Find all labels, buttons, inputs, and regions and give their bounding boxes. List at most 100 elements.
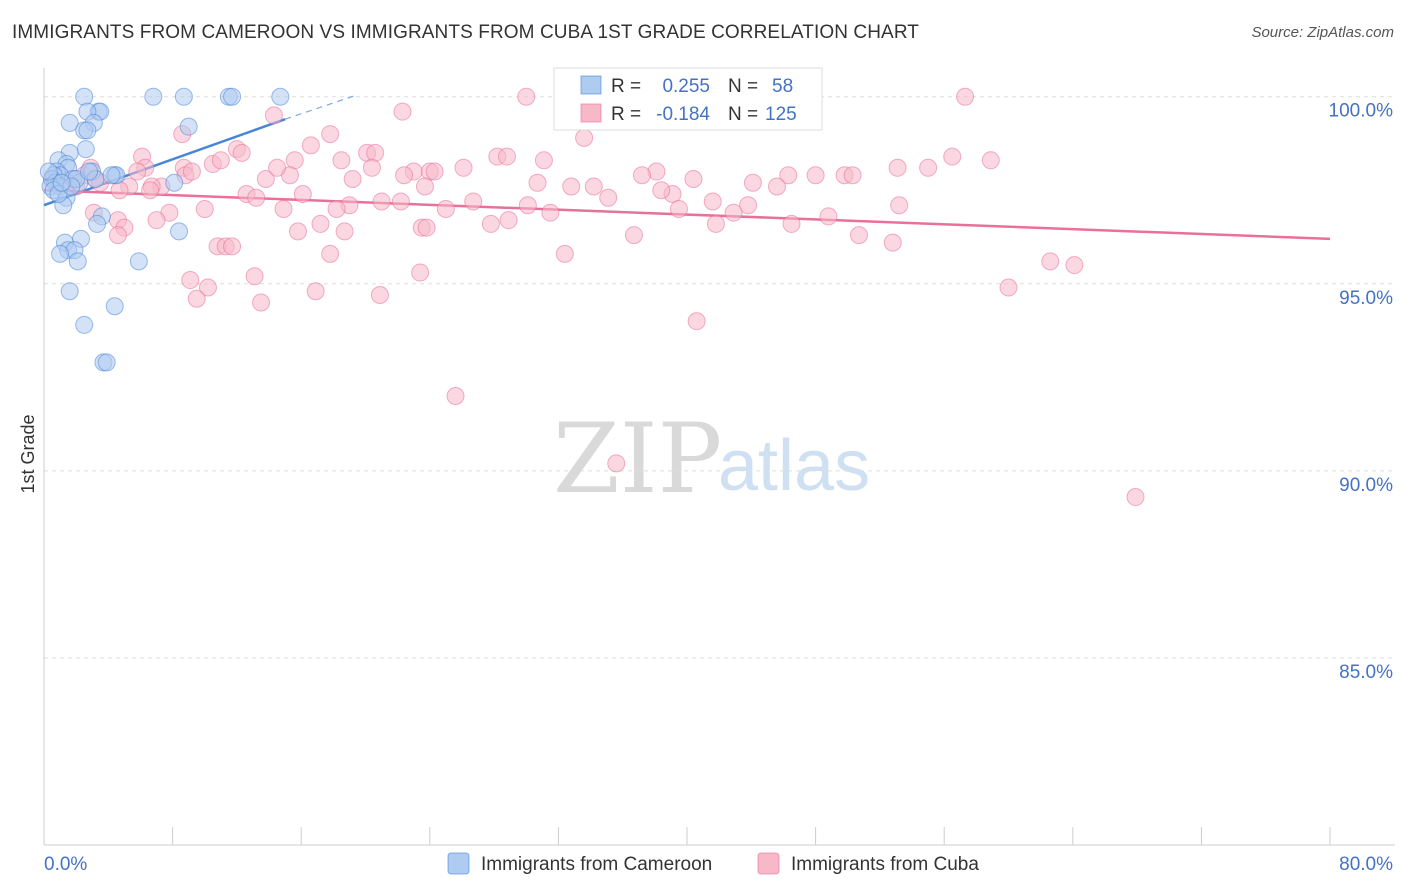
cuba-point: [1126, 488, 1145, 507]
cuba-point: [187, 289, 206, 308]
cuba-point: [541, 203, 560, 222]
cameroon-point: [68, 252, 87, 271]
legend-n-value-cuba: 125: [765, 104, 797, 125]
cameroon-point: [102, 166, 121, 185]
cuba-point: [518, 196, 537, 215]
watermark-atlas: atlas: [718, 426, 870, 506]
cuba-point: [652, 181, 671, 200]
cuba-point: [366, 143, 385, 162]
legend-marker-cameroon: [447, 852, 470, 875]
cameroon-point: [105, 297, 124, 316]
cuba-point: [999, 278, 1018, 297]
cuba-point: [411, 263, 430, 282]
cuba-trendline: [43, 188, 1331, 241]
cuba-point: [417, 218, 436, 237]
cuba-point: [555, 244, 574, 263]
cameroon-point: [60, 282, 79, 301]
cameroon-point: [129, 252, 148, 271]
x-tick-label-min: 0.0%: [44, 854, 87, 875]
cuba-point: [819, 207, 838, 226]
cuba-point: [195, 199, 214, 218]
series-legend: Immigrants from Cameroon Immigrants from…: [447, 852, 979, 875]
cameroon-point: [174, 87, 193, 106]
legend-r-value-cameroon: 0.255: [662, 76, 710, 97]
cuba-point: [562, 177, 581, 196]
axes: [43, 68, 1395, 846]
cameroon-point: [75, 315, 94, 334]
cameroon-point: [170, 222, 189, 241]
cuba-point: [706, 214, 725, 233]
cameroon-point: [80, 162, 99, 181]
cameroon-point: [76, 140, 95, 159]
legend-r-label: R =: [611, 76, 641, 97]
cuba-point: [599, 188, 618, 207]
cuba-point: [669, 199, 688, 218]
cuba-point: [256, 170, 275, 189]
cuba-point: [497, 147, 516, 166]
watermark-zip: ZIP: [553, 403, 722, 515]
cuba-point: [232, 143, 251, 162]
legend-n-label: N =: [728, 104, 758, 125]
source-credit: Source: ZipAtlas.com: [1251, 24, 1394, 41]
cuba-point: [464, 192, 483, 211]
chart-title: IMMIGRANTS FROM CAMEROON VS IMMIGRANTS F…: [12, 22, 920, 43]
legend-marker-cuba: [757, 852, 780, 875]
cuba-point: [779, 166, 798, 185]
cuba-point: [517, 87, 536, 106]
cuba-point: [343, 170, 362, 189]
legend-swatch-cuba: [580, 103, 602, 123]
cuba-point: [454, 158, 473, 177]
cuba-point: [311, 214, 330, 233]
cameroon-point: [97, 353, 116, 372]
cuba-point: [436, 199, 455, 218]
cuba-point: [321, 125, 340, 144]
y-axis-label: 1st Grade: [18, 414, 38, 493]
cuba-point: [108, 226, 127, 245]
cuba-point: [806, 166, 825, 185]
cuba-point: [198, 278, 217, 297]
cuba-point: [362, 158, 381, 177]
cuba-point: [739, 196, 758, 215]
data-points: [39, 87, 1145, 507]
cuba-point: [247, 188, 266, 207]
cuba-point: [264, 106, 283, 125]
cameroon-point: [52, 173, 71, 192]
cuba-point: [301, 136, 320, 155]
cuba-point: [391, 192, 410, 211]
cuba-point: [415, 177, 434, 196]
cameroon-point: [144, 87, 163, 106]
x-tick-label-max: 80.0%: [1339, 854, 1393, 875]
cuba-point: [724, 203, 743, 222]
cameroon-trendline-extension: [284, 94, 358, 120]
cuba-point: [211, 151, 230, 170]
cameroon-point: [51, 244, 70, 263]
y-tick-label: 95.0%: [1339, 288, 1393, 309]
cuba-point: [883, 233, 902, 252]
cuba-point: [332, 151, 351, 170]
cuba-point: [268, 158, 287, 177]
cuba-point: [288, 222, 307, 241]
cuba-point: [743, 173, 762, 192]
cuba-point: [274, 199, 293, 218]
cuba-point: [528, 173, 547, 192]
cuba-point: [534, 151, 553, 170]
legend-r-value-cuba: -0.184: [656, 104, 710, 125]
cuba-point: [182, 162, 201, 181]
cuba-point: [956, 87, 975, 106]
cuba-point: [687, 312, 706, 331]
y-tick-label: 100.0%: [1329, 101, 1394, 122]
y-tick-labels: 85.0% 90.0% 95.0% 100.0%: [1329, 101, 1394, 683]
cuba-point: [684, 170, 703, 189]
legend-label-cuba: Immigrants from Cuba: [791, 854, 979, 875]
cuba-point: [370, 286, 389, 305]
cuba-point: [943, 147, 962, 166]
cuba-point: [499, 211, 518, 230]
cuba-point: [306, 282, 325, 301]
cuba-point: [335, 222, 354, 241]
cuba-point: [981, 151, 1000, 170]
cuba-point: [141, 181, 160, 200]
cuba-point: [181, 271, 200, 290]
cameroon-point: [88, 214, 107, 233]
cameroon-point: [223, 87, 242, 106]
